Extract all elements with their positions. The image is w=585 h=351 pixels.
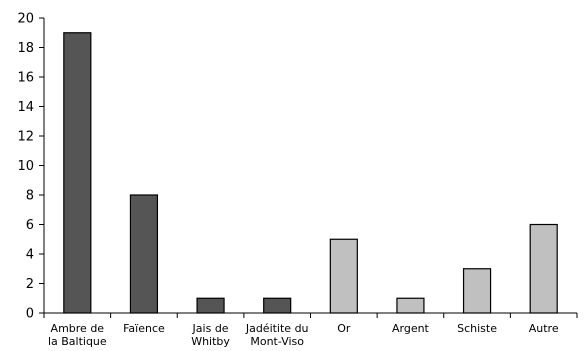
x-axis: Ambre de la Baltique Faïence Jais de Whitby J… (43, 312, 578, 348)
bars (63, 32, 558, 314)
bar (129, 194, 159, 314)
y-tick-label: 18 (17, 41, 34, 56)
y-tick-label: 4 (26, 248, 34, 263)
y-tick-label: 12 (17, 130, 34, 145)
bar (462, 268, 492, 314)
x-category-label: Ambre de la Baltique (48, 322, 107, 348)
y-tick-label: 20 (17, 12, 34, 27)
y-tick-label: 10 (17, 159, 34, 174)
bar (529, 223, 558, 314)
x-category-label: Or (337, 322, 351, 335)
y-tick-label: 2 (26, 277, 34, 292)
bar (196, 297, 225, 314)
bar (63, 32, 92, 314)
bar (396, 297, 425, 314)
y-tick-label: 0 (26, 307, 34, 322)
x-category-label: Argent (392, 322, 430, 335)
y-tick-label: 8 (26, 189, 34, 204)
y-axis: 0 2 4 6 8 10 12 14 16 18 20 (17, 12, 45, 322)
y-tick-label: 14 (17, 100, 34, 115)
y-tick-label: 6 (26, 218, 34, 233)
y-tick-label: 16 (17, 71, 34, 86)
x-category-label: Schiste (457, 322, 497, 335)
bar (329, 238, 358, 314)
x-category-label: Jadéitite du Mont-Viso (245, 322, 309, 348)
x-category-label: Jais de Whitby (191, 322, 230, 348)
x-category-label: Faïence (123, 322, 165, 335)
x-category-label: Autre (529, 322, 559, 335)
bar (263, 297, 292, 314)
